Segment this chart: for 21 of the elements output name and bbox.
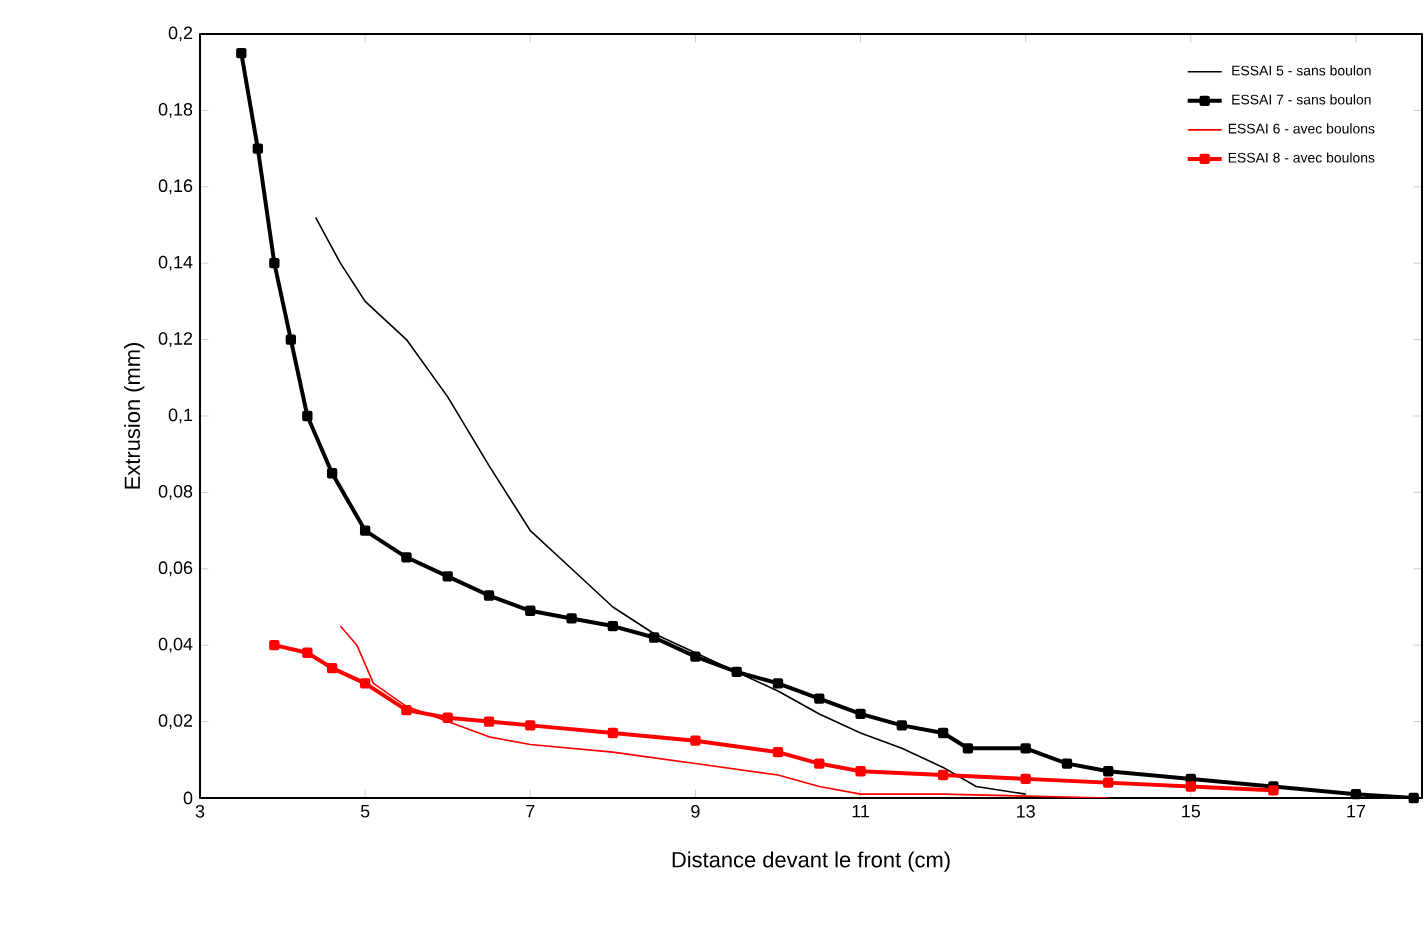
- x-tick-label: 7: [526, 805, 535, 818]
- y-tick-label: 0,04: [158, 637, 193, 653]
- x-axis-title: Distance devant le front (cm): [672, 851, 950, 872]
- y-tick-label: 0,12: [158, 332, 193, 347]
- x-tick-label: 13: [1017, 805, 1035, 818]
- y-tick-label: 0,18: [158, 102, 193, 118]
- x-tick-label: 3: [195, 805, 205, 818]
- y-tick-label: 0,02: [158, 714, 193, 729]
- y-tick-label: 0,14: [158, 255, 193, 271]
- y-tick-label: 0,08: [158, 484, 193, 500]
- y-tick-label: 0,2: [168, 26, 193, 42]
- y-tick-label: 0: [183, 791, 193, 805]
- y-axis-title: Extrusion (mm): [123, 343, 145, 489]
- x-tick-label: 9: [691, 805, 700, 818]
- x-tick-label: 15: [1182, 805, 1201, 818]
- x-tick-label: 11: [852, 805, 869, 818]
- x-tick-label: 5: [360, 805, 370, 818]
- x-tick-label: 17: [1347, 805, 1366, 818]
- y-tick-label: 0,1: [168, 408, 193, 424]
- y-tick-label: 0,16: [158, 179, 193, 195]
- y-tick-label: 0,06: [158, 561, 193, 577]
